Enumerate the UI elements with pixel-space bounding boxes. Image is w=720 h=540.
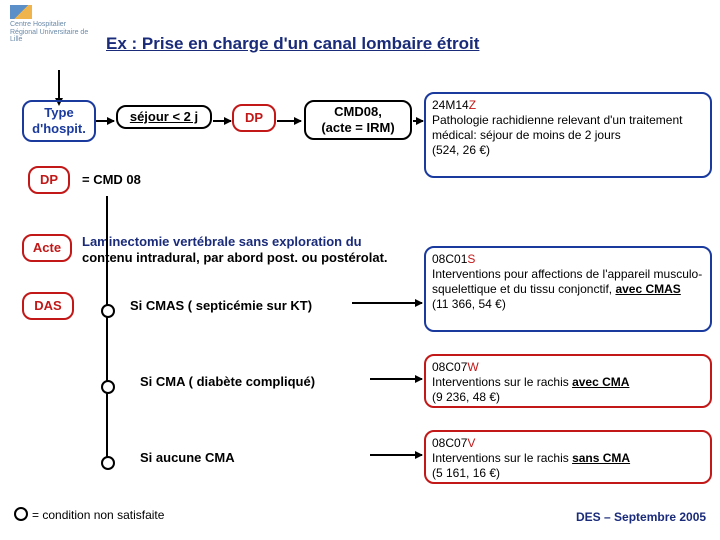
circle-marker <box>101 380 115 394</box>
info-box-08c01s: 08C01SInterventions pour affections de l… <box>424 246 712 332</box>
label-si-cmas: Si CMAS ( septicémie sur KT) <box>130 298 312 313</box>
legend-circle-icon <box>14 507 28 521</box>
info-box-24m14z: 24M14ZPathologie rachidienne relevant d'… <box>424 92 712 178</box>
logo: Centre Hospitalier Régional Universitair… <box>10 5 90 44</box>
info-box-08c07v: 08C07VInterventions sur le rachis sans C… <box>424 430 712 484</box>
label-eq-cmd08: = CMD 08 <box>82 172 141 187</box>
circle-marker <box>101 304 115 318</box>
node-das: DAS <box>22 292 74 320</box>
connector-vline <box>106 196 108 466</box>
label-si-cma: Si CMA ( diabète compliqué) <box>140 374 315 389</box>
legend-text: = condition non satisfaite <box>32 508 164 522</box>
arrow <box>352 302 422 304</box>
arrow <box>370 378 422 380</box>
page-title: Ex : Prise en charge d'un canal lombaire… <box>106 34 479 54</box>
node-sejour: séjour < 2 j <box>116 105 212 129</box>
arrow-into-type <box>58 70 60 98</box>
circle-marker <box>101 456 115 470</box>
node-dp-left: DP <box>28 166 70 194</box>
arrow <box>413 120 423 122</box>
node-dp-top: DP <box>232 104 276 132</box>
arrow <box>213 120 231 122</box>
arrow <box>370 454 422 456</box>
node-acte: Acte <box>22 234 72 262</box>
arrow <box>277 120 301 122</box>
info-box-08c07w: 08C07WInterventions sur le rachis avec C… <box>424 354 712 408</box>
arrow <box>96 120 114 122</box>
label-acte-description: Laminectomie vertébrale sans exploration… <box>82 234 388 265</box>
label-si-aucune: Si aucune CMA <box>140 450 235 465</box>
node-cmd08: CMD08,(acte = IRM) <box>304 100 412 140</box>
footer: DES – Septembre 2005 <box>576 510 706 524</box>
node-type-hospit: Type d'hospit. <box>22 100 96 142</box>
